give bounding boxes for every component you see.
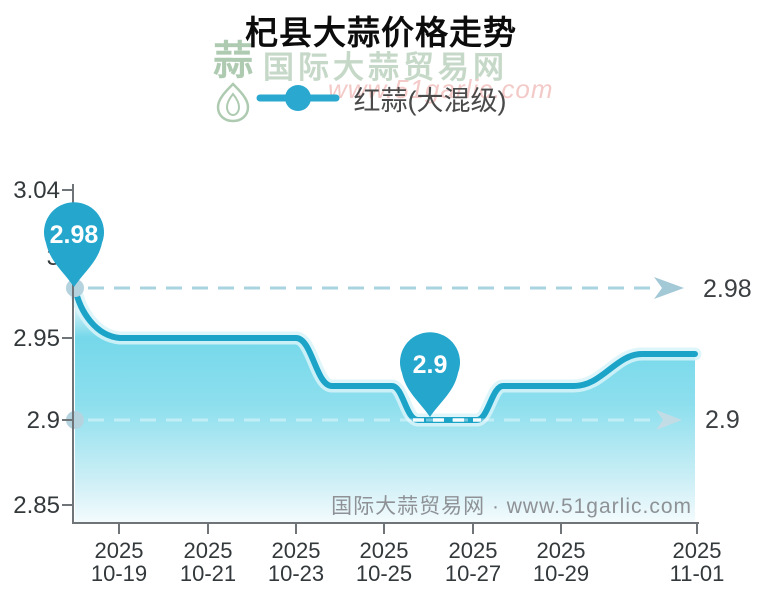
x-tick-year: 2025 bbox=[537, 538, 586, 563]
garlic-bulb-inner bbox=[225, 92, 241, 117]
max-pin-label: 2.98 bbox=[50, 221, 99, 249]
y-tick-label: 3.04 bbox=[13, 177, 60, 204]
x-tick-year: 2025 bbox=[95, 538, 144, 563]
min-pin-label: 2.9 bbox=[413, 351, 448, 379]
x-tick-date: 10-23 bbox=[268, 561, 324, 586]
y-tick-label: 2.85 bbox=[13, 492, 60, 519]
min-pin-marker[interactable]: 2.9 bbox=[400, 332, 460, 417]
x-axis-labels: 2025 10-19 2025 10-21 2025 10-23 2025 10… bbox=[91, 538, 724, 586]
max-point-dot bbox=[66, 279, 84, 297]
garlic-logo-glyph: 蒜 bbox=[213, 39, 253, 83]
y-tick-label: 2.9 bbox=[27, 407, 60, 434]
watermark-top: 蒜 国际大蒜贸易网 www.51garlic.com bbox=[0, 34, 762, 124]
x-axis-ticks bbox=[118, 524, 698, 534]
page-title: 杞县大蒜价格走势 bbox=[245, 14, 517, 51]
x-tick-date: 10-19 bbox=[91, 561, 147, 586]
legend: 红蒜(大混级) bbox=[0, 82, 762, 116]
min-markline-arrow-icon bbox=[656, 410, 682, 430]
max-markline-arrow-icon bbox=[654, 277, 684, 299]
watermark-footer: 国际大蒜贸易网 · www.51garlic.com bbox=[331, 495, 692, 518]
x-tick-date: 10-25 bbox=[356, 561, 412, 586]
legend-line-marker-icon[interactable] bbox=[256, 83, 340, 113]
max-pin-marker[interactable]: 2.98 bbox=[44, 202, 105, 287]
x-tick-date: 10-27 bbox=[445, 561, 501, 586]
legend-dot bbox=[284, 85, 311, 111]
series-area bbox=[75, 288, 695, 523]
legend-series-label[interactable]: 红蒜(大混级) bbox=[353, 85, 507, 116]
x-tick-year: 2025 bbox=[184, 538, 233, 563]
x-tick-date: 11-01 bbox=[670, 561, 725, 586]
garlic-logo-icon: 蒜 bbox=[213, 39, 253, 123]
axis-lines bbox=[72, 184, 699, 524]
watermark-site-url: www.51garlic.com bbox=[328, 74, 554, 104]
x-tick-year: 2025 bbox=[449, 538, 498, 563]
x-tick-year: 2025 bbox=[360, 538, 409, 563]
x-tick-year: 2025 bbox=[272, 538, 321, 563]
min-value-label: 2.9 bbox=[705, 406, 740, 434]
min-markline-start-dot bbox=[66, 411, 84, 429]
x-tick-date: 10-29 bbox=[533, 561, 589, 586]
x-tick-date: 10-21 bbox=[180, 561, 236, 586]
y-tick-label: 2.95 bbox=[13, 325, 60, 352]
max-value-label: 2.98 bbox=[703, 275, 752, 303]
x-tick-year: 2025 bbox=[673, 538, 722, 563]
series-line[interactable] bbox=[72, 285, 698, 423]
watermark-site-name: 国际大蒜贸易网 bbox=[263, 50, 508, 85]
garlic-bulb-outline bbox=[216, 82, 250, 123]
